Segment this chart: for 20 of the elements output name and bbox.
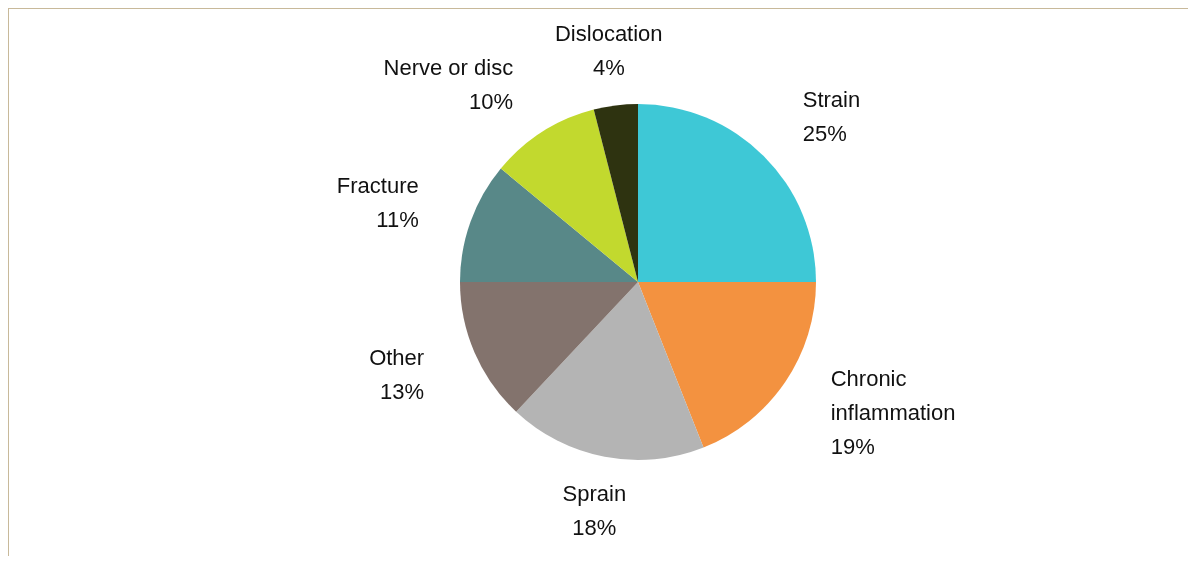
slice-label: Dislocation <box>554 20 663 46</box>
slice-label: Strain <box>802 87 861 113</box>
pie-slice <box>638 282 816 448</box>
pie-slice <box>516 282 704 460</box>
pie-slice <box>460 168 638 282</box>
pie-slice <box>460 282 638 412</box>
slice-label: Fracture <box>336 173 419 199</box>
data-label: 11% <box>376 207 419 233</box>
slice-label: Nerve or disc <box>383 55 514 81</box>
data-label: 10% <box>469 89 514 115</box>
slice-label: Chronic inflammation <box>830 365 956 425</box>
pie-slice <box>593 104 638 282</box>
data-label: 18% <box>572 514 617 540</box>
slice-label: Sprain <box>562 480 627 506</box>
data-label: 25% <box>802 121 847 147</box>
data-label: 13% <box>380 378 425 404</box>
data-label: 19% <box>830 433 875 459</box>
data-label: 4% <box>592 54 625 80</box>
slice-label: Other <box>369 344 425 370</box>
pie-slice <box>500 109 638 282</box>
